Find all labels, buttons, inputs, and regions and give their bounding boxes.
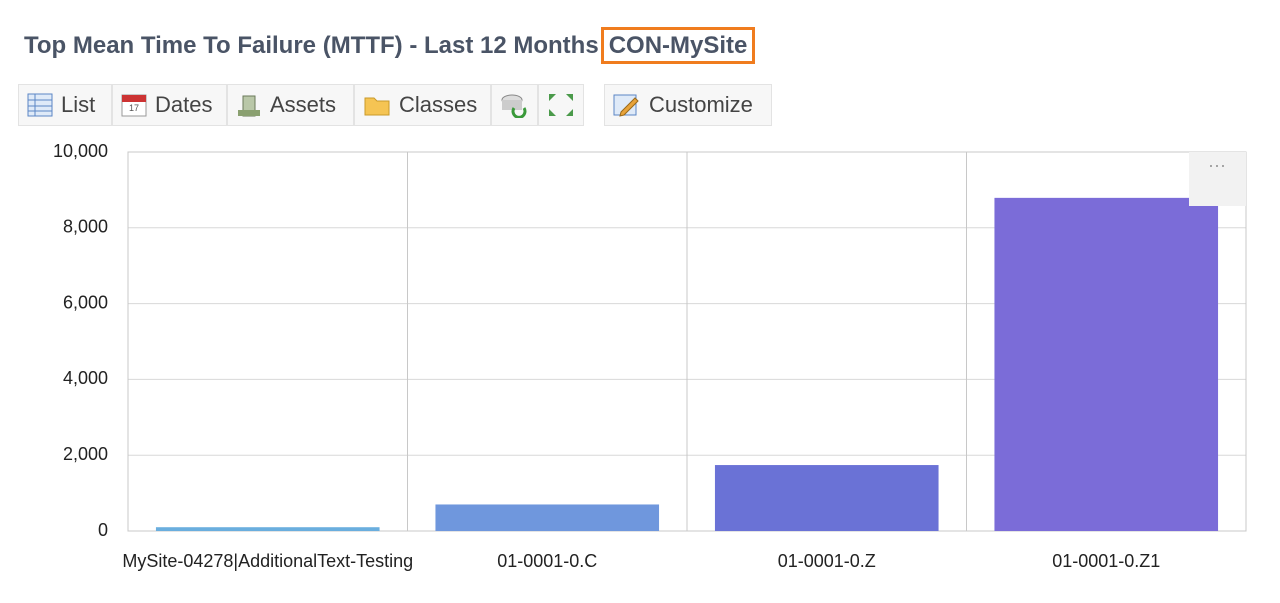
y-tick-label: 6,000: [63, 292, 108, 312]
list-button[interactable]: List: [18, 84, 112, 126]
refresh-button[interactable]: [491, 84, 538, 126]
svg-text:17: 17: [129, 103, 139, 113]
y-tick-label: 0: [98, 520, 108, 540]
assets-button[interactable]: Assets: [227, 84, 354, 126]
icon: 17: [121, 94, 147, 117]
bar: [994, 197, 1219, 531]
header: Top Mean Time To Failure (MTTF) - Last 1…: [24, 27, 756, 64]
chart: 10,000 8,000 6,000 4,000 2,000 0 01-0001-0.Z1 0…: [53, 141, 1247, 571]
label: Classes: [399, 92, 478, 117]
icon: [364, 97, 390, 116]
title: Top Mean Time To Failure (MTTF) - Last 1…: [24, 32, 599, 59]
classes-button[interactable]: Classes: [354, 84, 491, 126]
y-tick-label: 4,000: [63, 368, 108, 388]
icon: [549, 94, 573, 116]
bar: [714, 465, 939, 531]
icon: [613, 94, 639, 117]
bar: [435, 504, 660, 531]
dates-button[interactable]: 17 Dates: [112, 84, 227, 126]
icon: [238, 95, 260, 117]
x-tick-label: 01-0001-0.Z: [778, 551, 876, 571]
icon: [501, 94, 527, 118]
bar: [155, 527, 380, 531]
label: List: [61, 92, 96, 117]
menu-dots: ···: [1208, 155, 1226, 175]
x-tick-label: 01-0001-0.C: [497, 551, 597, 571]
icon: [27, 93, 53, 117]
x-tick-label: MySite-04278|AdditionalText-Testing: [122, 551, 413, 571]
customize-button[interactable]: Customize: [604, 84, 772, 126]
site-name: CON-MySite: [600, 27, 756, 64]
y-tick-label: 2,000: [63, 444, 108, 464]
label: Dates: [155, 92, 213, 117]
expand-button[interactable]: [538, 84, 584, 126]
y-tick-label: 10,000: [53, 141, 108, 161]
label: Customize: [649, 92, 753, 117]
label: Assets: [270, 92, 337, 117]
y-tick-label: 8,000: [63, 217, 108, 237]
x-tick-label: 01-0001-0.Z1: [1052, 551, 1160, 571]
chart-menu-button[interactable]: [1189, 152, 1246, 206]
